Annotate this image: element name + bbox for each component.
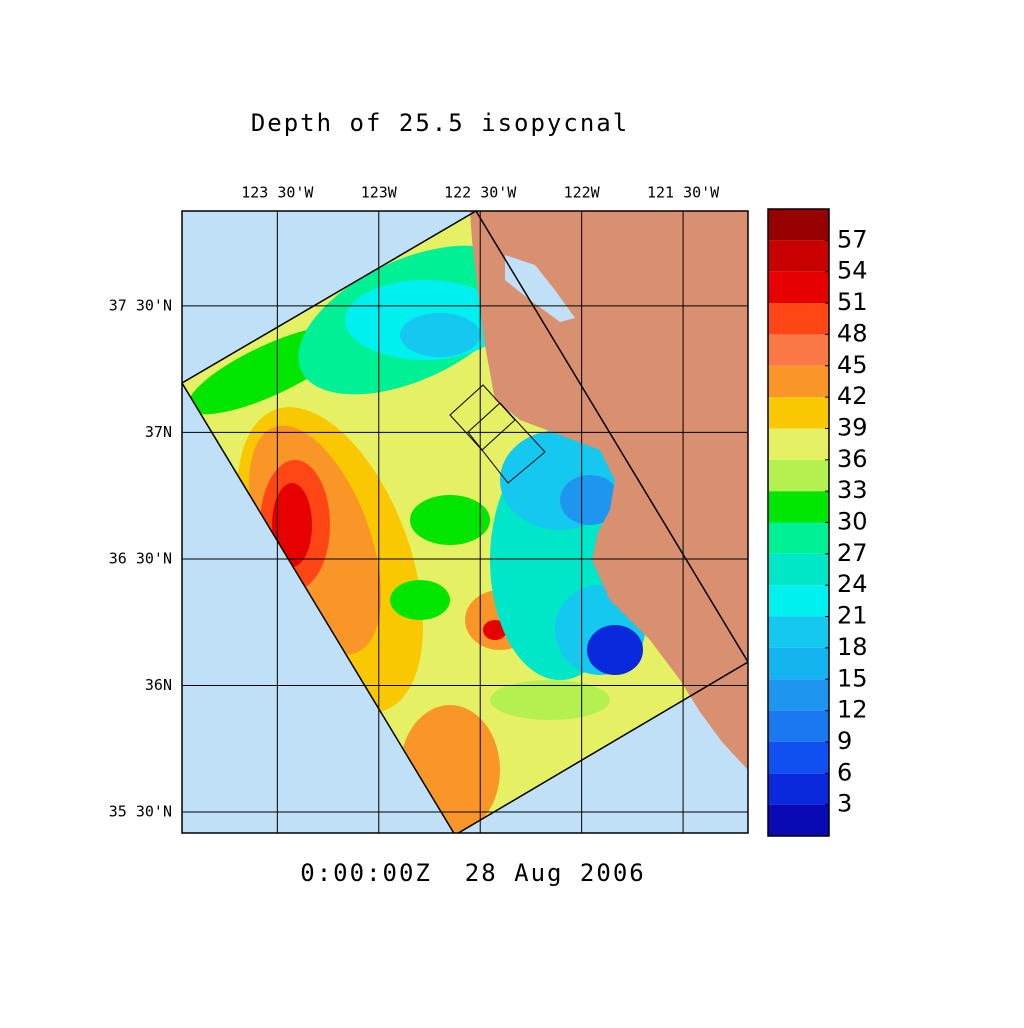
colorbar-swatch bbox=[768, 428, 829, 460]
colorbar-tick-label: 9 bbox=[837, 727, 852, 755]
colorbar-swatch bbox=[768, 397, 829, 429]
colorbar-tick-label: 54 bbox=[837, 257, 868, 285]
colorbar-swatch bbox=[768, 773, 829, 805]
colorbar-swatch bbox=[768, 209, 829, 241]
colorbar-tick-label: 51 bbox=[837, 288, 868, 316]
time-label: 0:00:00Z 28 Aug 2006 bbox=[300, 859, 645, 887]
nest-box bbox=[467, 402, 546, 484]
map-frame bbox=[181, 210, 749, 834]
colorbar-tick-label: 33 bbox=[837, 476, 868, 504]
map-area bbox=[182, 211, 748, 833]
colorbar-swatch bbox=[768, 616, 829, 648]
domain-outline bbox=[182, 211, 748, 833]
colorbar-swatch bbox=[768, 334, 829, 366]
colorbar-tick-label: 6 bbox=[837, 758, 852, 786]
lat-tick-label: 35 30'N bbox=[109, 802, 172, 820]
colorbar-swatch bbox=[768, 741, 829, 774]
colorbar-tick-label: 36 bbox=[837, 445, 868, 473]
title: Depth of 25.5 isopycnal bbox=[251, 109, 629, 137]
graticule bbox=[182, 211, 748, 833]
colorbar-swatch bbox=[768, 804, 829, 836]
colorbar-tick-label: 18 bbox=[837, 633, 868, 661]
colorbar-tick-label: 21 bbox=[837, 602, 868, 630]
colorbar-swatch bbox=[768, 459, 829, 492]
colorbar-swatch bbox=[768, 271, 829, 304]
lon-tick-label: 122W bbox=[564, 184, 601, 202]
colorbar-swatch bbox=[768, 522, 829, 554]
lon-tick-label: 121 30'W bbox=[647, 184, 720, 202]
colorbar-tick-label: 15 bbox=[837, 664, 868, 692]
colorbar-tick-label: 30 bbox=[837, 508, 868, 536]
colorbar-swatch bbox=[768, 679, 829, 711]
lat-tick-label: 37 30'N bbox=[109, 296, 172, 314]
colorbar-tick-label: 3 bbox=[837, 790, 852, 818]
colorbar-tick-label: 48 bbox=[837, 319, 868, 347]
colorbar-swatch bbox=[768, 553, 829, 586]
colorbar-tick-label: 45 bbox=[837, 351, 868, 379]
lon-tick-label: 123 30'W bbox=[241, 184, 314, 202]
lat-tick-label: 37N bbox=[145, 423, 172, 441]
colorbar-tick-label: 57 bbox=[837, 225, 868, 253]
lat-tick-label: 36 30'N bbox=[109, 549, 172, 567]
colorbar-swatch bbox=[768, 710, 829, 742]
bay bbox=[505, 255, 575, 322]
colorbar-tick-label: 39 bbox=[837, 413, 868, 441]
lon-tick-label: 122 30'W bbox=[444, 184, 517, 202]
colorbar-swatch bbox=[768, 365, 829, 398]
colorbar-tick-label: 27 bbox=[837, 539, 868, 567]
lon-tick-label: 123W bbox=[361, 184, 398, 202]
colorbar-swatch bbox=[768, 491, 829, 523]
colorbar-swatch bbox=[768, 647, 829, 680]
colorbar-tick-label: 42 bbox=[837, 382, 868, 410]
colorbar-swatch bbox=[768, 585, 829, 617]
land bbox=[470, 211, 748, 770]
colorbar-tick-label: 24 bbox=[837, 570, 868, 598]
colorbar-swatch bbox=[768, 240, 829, 272]
colorbar-tick-label: 12 bbox=[837, 696, 868, 724]
lat-tick-label: 36N bbox=[145, 676, 172, 694]
colorbar-swatch bbox=[768, 303, 829, 335]
